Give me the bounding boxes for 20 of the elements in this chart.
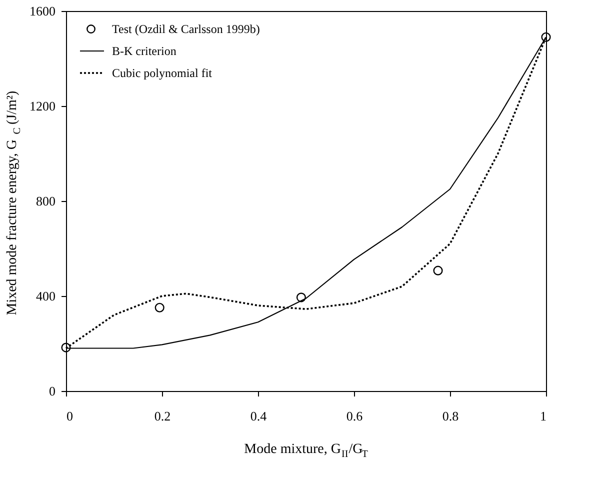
y-axis-title: Mixed mode fracture energy, GC (J/m²) — [5, 90, 23, 316]
point — [296, 292, 306, 302]
legend-label: Cubic polynomial fit — [112, 66, 213, 80]
point — [541, 32, 551, 42]
x-tick-label: 0.2 — [154, 408, 171, 424]
point — [154, 302, 164, 312]
legend-label: B-K criterion — [112, 44, 176, 58]
x-tick-label: 0 — [66, 408, 73, 424]
x-tick-label: 0.4 — [250, 408, 268, 424]
point — [61, 342, 71, 352]
point — [433, 266, 443, 276]
x-tick-label: 0.6 — [346, 408, 364, 424]
x-tick-label: 0.8 — [442, 408, 459, 424]
x-tick-label: 1 — [540, 408, 546, 424]
y-tick-label: 0 — [49, 384, 56, 398]
legend-label: Test (Ozdil & Carlsson 1999b) — [112, 22, 260, 36]
y-tick-label: 800 — [36, 194, 56, 208]
y-tick-label: 400 — [36, 288, 56, 304]
y-tick-label: 1200 — [30, 98, 56, 114]
y-tick-label: 1600 — [30, 4, 56, 18]
